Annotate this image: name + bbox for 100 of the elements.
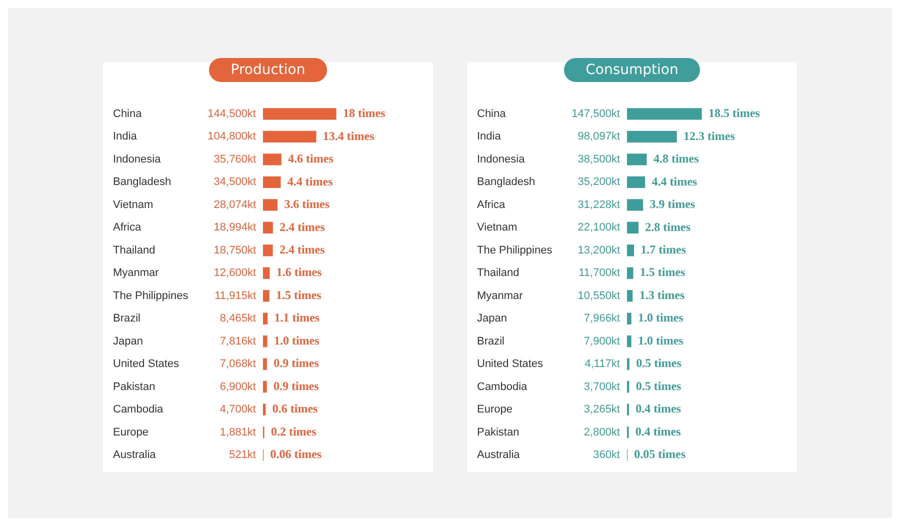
y-tick-label: China: [477, 108, 507, 120]
y-tick-label: Africa: [477, 198, 506, 211]
y-tick-label: Myanmar: [113, 267, 160, 280]
bar: [627, 336, 632, 348]
data-label: 1,881kt: [220, 426, 256, 438]
data-label: 38,500kt: [578, 153, 620, 166]
annotation: 1.6 times: [276, 265, 322, 280]
y-tick-label: United States: [477, 358, 544, 370]
data-label: 3,265kt: [584, 404, 620, 416]
annotation: 0.9 times: [273, 378, 320, 393]
annotation: 4.6 times: [288, 152, 334, 166]
annotation: 1.0 times: [638, 310, 684, 325]
bar: [263, 336, 268, 348]
data-label: 104,800kt: [208, 130, 256, 143]
chart-title: Consumption: [564, 58, 700, 82]
annotation: 0.5 times: [636, 378, 682, 393]
data-label: 7,900kt: [584, 335, 620, 348]
bar: [263, 130, 316, 143]
bar: [627, 222, 638, 234]
y-tick-label: Indonesia: [477, 153, 526, 166]
data-label: 22,100kt: [578, 222, 620, 234]
data-label: 34,500kt: [214, 176, 256, 188]
y-tick-label: United States: [113, 358, 180, 370]
chart-title: Production: [208, 58, 328, 82]
annotation: 0.4 times: [635, 424, 682, 438]
annotation: 0.2 times: [270, 424, 317, 438]
annotation: 0.05 times: [634, 447, 686, 462]
bar: [627, 267, 634, 279]
bar: [263, 199, 278, 211]
bar: [263, 108, 336, 120]
annotation: 0.9 times: [274, 356, 320, 370]
annotation: 1.3 times: [639, 288, 685, 302]
annotation: 1.1 times: [274, 310, 320, 325]
annotation: 1.0 times: [638, 333, 684, 348]
annotation: 2.4 times: [279, 242, 326, 256]
y-tick-label: Europe: [477, 404, 512, 416]
data-label: 4,117kt: [584, 358, 620, 370]
data-label: 12,600kt: [214, 267, 256, 280]
bar: [263, 290, 270, 302]
data-label: 4,700kt: [220, 404, 256, 416]
bar: [627, 199, 644, 211]
y-tick-label: Brazil: [113, 312, 141, 325]
annotation: 4.4 times: [287, 174, 334, 188]
annotation: 2.8 times: [645, 220, 691, 234]
annotation: 0.5 times: [636, 356, 682, 370]
y-tick-label: Japan: [477, 312, 507, 325]
annotation: 1.5 times: [640, 265, 686, 280]
y-tick-label: India: [113, 130, 138, 143]
bar: [627, 154, 647, 166]
y-tick-label: The Philippines: [477, 244, 553, 256]
y-tick-label: Bangladesh: [477, 176, 536, 188]
annotation: 1.0 times: [274, 333, 320, 348]
bar: [263, 380, 267, 393]
annotation: 1.7 times: [640, 242, 686, 256]
data-label: 360kt: [593, 449, 620, 462]
data-label: 13,200kt: [578, 244, 620, 256]
bar: [263, 404, 266, 416]
data-label: 3,700kt: [584, 380, 620, 393]
annotation: 13.4 times: [322, 128, 375, 143]
y-tick-label: Thailand: [477, 267, 520, 280]
data-label: 7,816kt: [220, 335, 256, 348]
annotation: 4.4 times: [652, 174, 698, 188]
annotation: 3.9 times: [650, 197, 696, 212]
annotation: 4.8 times: [653, 152, 700, 166]
annotation: 0.6 times: [272, 402, 318, 416]
bar: [263, 244, 273, 256]
annotation: 2.4 times: [280, 220, 326, 234]
data-label: 31,228kt: [578, 198, 620, 211]
data-label: 10,550kt: [578, 290, 620, 302]
bar: [263, 222, 273, 234]
bar: [627, 108, 702, 120]
bar: [263, 176, 281, 188]
y-tick-label: Myanmar: [477, 290, 524, 302]
data-label: 11,700kt: [578, 267, 620, 280]
y-tick-label: India: [477, 130, 502, 143]
y-tick-label: Brazil: [477, 335, 505, 348]
annotation: 0.4 times: [636, 402, 682, 416]
y-tick-label: China: [113, 108, 143, 120]
annotation: 12.3 times: [684, 128, 736, 143]
data-label: 6,900kt: [220, 380, 256, 393]
bar: [263, 154, 282, 166]
data-label: 11,915kt: [214, 290, 256, 302]
data-label: 98,097kt: [578, 130, 620, 143]
data-label: 8,465kt: [220, 312, 256, 325]
data-label: 2,800kt: [584, 426, 620, 438]
data-label: 521kt: [229, 449, 256, 462]
y-tick-label: Indonesia: [113, 153, 162, 166]
y-tick-label: Vietnam: [477, 222, 518, 234]
annotation: 18 times: [342, 106, 386, 120]
annotation: 1.5 times: [276, 288, 322, 302]
bar: [627, 312, 632, 324]
y-tick-label: Japan: [113, 335, 143, 348]
data-label: 18,750kt: [214, 244, 256, 256]
y-tick-label: Europe: [113, 426, 148, 438]
data-label: 18,994kt: [214, 222, 256, 234]
y-tick-label: Pakistan: [113, 380, 156, 393]
data-label: 28,074kt: [214, 198, 256, 211]
annotation: 18.5 times: [708, 106, 760, 120]
y-tick-label: Thailand: [113, 244, 156, 256]
bar: [627, 244, 634, 256]
